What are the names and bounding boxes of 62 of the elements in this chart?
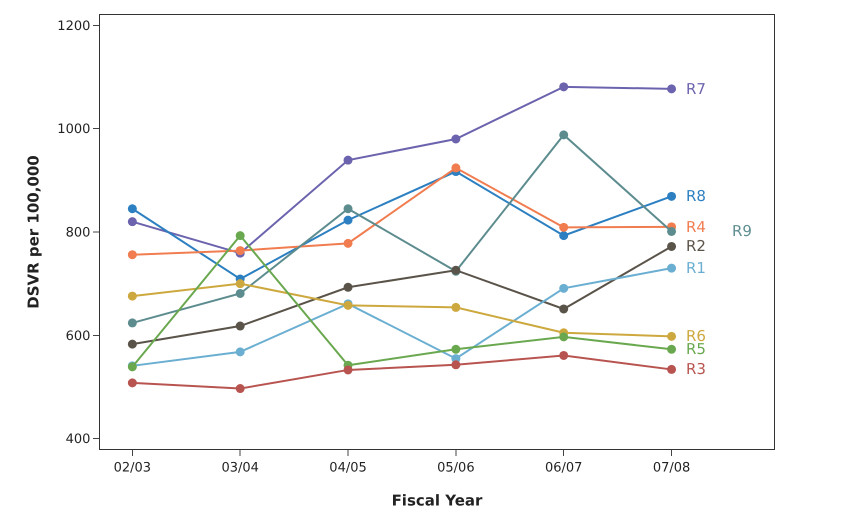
point (236, 347, 245, 356)
point (236, 288, 245, 298)
point (667, 226, 676, 236)
point (559, 231, 568, 240)
y-tick-label: 1200 (57, 18, 90, 34)
x-tick-label: 04/05 (329, 460, 367, 476)
x-axis-title: Fiscal Year (392, 492, 484, 510)
point (236, 384, 245, 394)
point (344, 156, 353, 165)
point (667, 192, 676, 201)
point (236, 231, 245, 240)
y-tick-label: 400 (66, 432, 90, 448)
series-label: R1 (686, 259, 706, 277)
point (451, 163, 460, 172)
point (236, 279, 245, 288)
series-label: R3 (686, 360, 706, 378)
point (128, 217, 137, 226)
point (344, 204, 353, 214)
point (667, 264, 676, 273)
point (667, 364, 676, 374)
y-tick-label: 600 (66, 328, 90, 344)
x-tick-label: 05/06 (437, 460, 475, 476)
series-label: R8 (686, 187, 706, 205)
y-tick-label: 800 (66, 226, 90, 241)
point (559, 130, 568, 140)
point (128, 378, 137, 388)
x-tick-label: 06/07 (544, 460, 582, 476)
point (559, 332, 568, 342)
series-label: R4 (686, 218, 706, 236)
point (128, 204, 137, 214)
text: R9 (732, 222, 752, 240)
point (559, 222, 568, 232)
x-tick-label: 03/04 (221, 460, 259, 476)
point (559, 82, 568, 92)
point (344, 365, 353, 374)
point (559, 304, 568, 314)
point (451, 344, 460, 354)
point (451, 360, 460, 370)
point (559, 350, 568, 360)
point (236, 322, 245, 331)
point (128, 292, 137, 301)
x-tick-label: 02/03 (114, 460, 152, 476)
point (128, 340, 137, 349)
y-axis-title: DSVR per 100,000 (24, 155, 43, 309)
point (451, 134, 460, 144)
series-label: R7 (686, 80, 706, 98)
point (667, 84, 676, 94)
point (128, 250, 137, 260)
x-tick-label: 07/08 (652, 460, 690, 476)
point (344, 282, 353, 292)
point (344, 238, 353, 248)
point (667, 344, 676, 354)
y-tick-label: 1000 (57, 122, 90, 138)
series-label: R2 (686, 237, 706, 255)
point (559, 284, 568, 293)
point (667, 332, 676, 341)
point (344, 216, 353, 225)
point (451, 302, 460, 312)
series-label: R5 (686, 340, 706, 358)
point (128, 318, 137, 328)
point (236, 246, 245, 256)
point (667, 242, 676, 251)
